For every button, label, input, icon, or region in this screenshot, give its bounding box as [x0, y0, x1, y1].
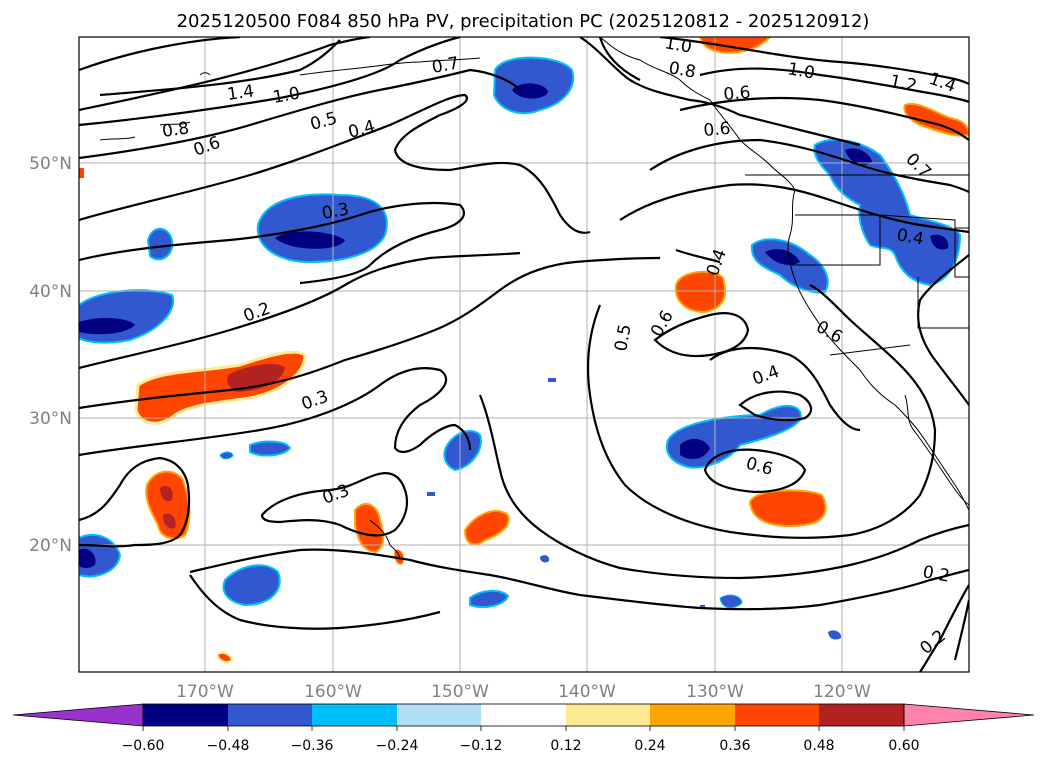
lon-label-170w: 170°W [176, 682, 234, 702]
colorbar-segment [650, 704, 735, 726]
colorbar-segment [228, 704, 312, 726]
map-border [78, 36, 970, 673]
lat-label-30n: 30°N [29, 409, 72, 429]
colorbar-segment [735, 704, 819, 726]
lat-label-40n: 40°N [29, 282, 72, 302]
colorbar-left-extension [12, 703, 144, 727]
colorbar-segment [312, 704, 397, 726]
colorbar-tick-label: 0.12 [550, 738, 581, 754]
colorbar-tick-label: −0.36 [291, 738, 334, 754]
colorbar-segment [143, 704, 228, 726]
contour-label: 0.4 [895, 225, 925, 249]
lon-label-160w: 160°W [304, 682, 362, 702]
colorbar-segment [481, 704, 566, 726]
colorbar-tick-label: −0.12 [460, 738, 503, 754]
lat-label-50n: 50°N [29, 154, 72, 174]
contour-label: 1.0 [786, 59, 816, 83]
colorbar-tick-label: 0.60 [888, 738, 919, 754]
contour-label: 0.8 [161, 118, 191, 142]
colorbar-ticks [142, 726, 905, 731]
lon-label-120w: 120°W [813, 682, 871, 702]
contour-label: 0.3 [320, 200, 350, 224]
contour-label: 0.8 [667, 58, 697, 82]
contour-label: 0.2 [921, 562, 951, 586]
colorbar-tick-label: 0.48 [803, 738, 834, 754]
pv-contours [79, 37, 969, 672]
coastlines [99, 37, 969, 559]
colorbar-tick-label: −0.48 [207, 738, 250, 754]
contour-label: 0.6 [703, 119, 732, 141]
precip-positive-areas [79, 37, 969, 664]
colorbar: −0.60 −0.48 −0.36 −0.24 −0.12 0.12 0.24 … [12, 703, 1035, 754]
colorbar-tick-label: 0.24 [634, 738, 665, 754]
longitude-labels: 170°W 160°W 150°W 140°W 130°W 120°W [176, 682, 871, 702]
lat-label-20n: 20°N [29, 536, 72, 556]
lon-label-130w: 130°W [686, 682, 744, 702]
precip-negative-areas [79, 56, 962, 640]
colorbar-tick-label: 0.36 [719, 738, 750, 754]
gridlines [79, 37, 969, 672]
colorbar-right-extension [903, 703, 1035, 727]
colorbar-tick-label: −0.60 [122, 738, 165, 754]
colorbar-segment [819, 704, 904, 726]
contour-label: 1.0 [663, 33, 693, 57]
lon-label-140w: 140°W [558, 682, 616, 702]
colorbar-segment [566, 704, 650, 726]
colorbar-tick-label: −0.24 [376, 738, 419, 754]
lon-label-150w: 150°W [431, 682, 489, 702]
map-title: 2025120500 F084 850 hPa PV, precipitatio… [177, 11, 870, 32]
contour-label: 1.0 [271, 84, 301, 108]
map-area: 1.4 1.0 0.8 0.6 0.5 0.4 0.3 0.2 0.3 0.3 … [79, 33, 969, 672]
colorbar-segment [397, 704, 481, 726]
contour-label: 0.7 [430, 54, 460, 78]
latitude-labels: 50°N 40°N 30°N 20°N [29, 154, 72, 556]
contour-label: 0.5 [611, 323, 635, 353]
contour-label: 1.4 [226, 81, 256, 105]
contour-label: 0.6 [723, 83, 752, 105]
